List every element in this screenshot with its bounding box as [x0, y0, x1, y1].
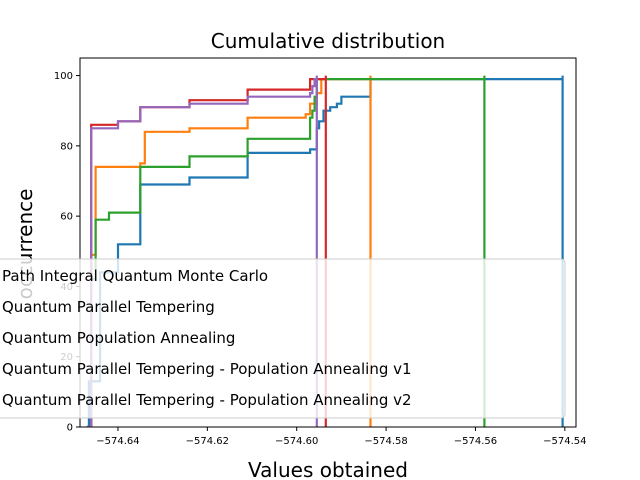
x-tick-label: −574.62 — [186, 436, 229, 447]
series-line-5 — [86, 75, 318, 427]
x-tick-label: −574.54 — [543, 436, 586, 447]
x-axis: −574.64 −574.62 −574.60 −574.58 −574.56 −574.… — [96, 427, 587, 447]
chart-title: Cumulative distribution — [211, 29, 445, 53]
x-tick-label: −574.58 — [364, 436, 407, 447]
legend-entry-1: Path Integral Quantum Monte Carlo — [2, 267, 268, 285]
series-line-2 — [88, 75, 372, 427]
x-tick-label: −574.56 — [454, 436, 497, 447]
legend-entry-5: Quantum Parallel Tempering - Population … — [2, 391, 412, 409]
plot-frame — [79, 57, 577, 428]
legend-entry-2: Quantum Parallel Tempering — [2, 298, 215, 316]
legend-entry-4: Quantum Parallel Tempering - Population … — [2, 360, 412, 378]
x-tick-label: −574.60 — [275, 436, 318, 447]
legend: Path Integral Quantum Monte Carlo Quantum… — [0, 258, 566, 419]
legend-entry-3: Quantum Population Annealing — [2, 329, 235, 347]
x-axis-label: Values obtained — [248, 458, 408, 480]
legend-box — [0, 258, 566, 419]
plot-area — [86, 75, 564, 427]
y-tick-label: 100 — [54, 71, 73, 82]
x-tick-label: −574.64 — [96, 436, 139, 447]
y-tick-label: 80 — [60, 141, 73, 152]
y-tick-label: 60 — [60, 212, 73, 223]
y-tick-label: 0 — [67, 423, 73, 434]
